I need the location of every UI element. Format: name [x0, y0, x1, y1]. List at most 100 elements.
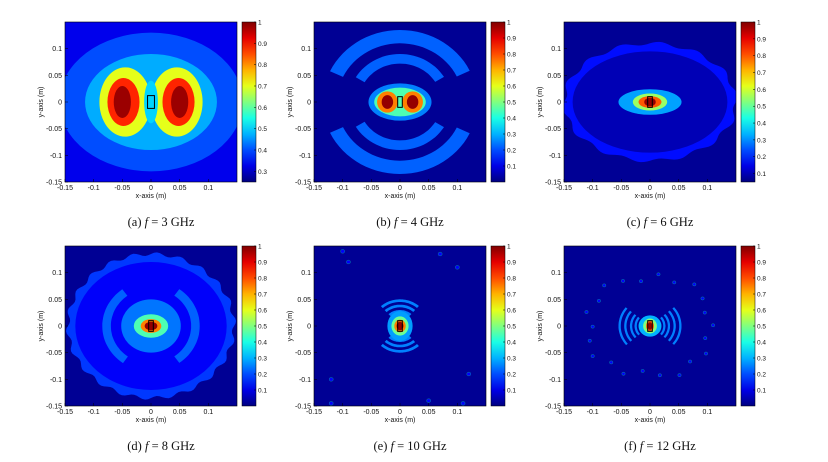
caption-variable: f	[644, 215, 649, 229]
field-region	[647, 322, 653, 330]
caption-label: (b)	[376, 215, 394, 229]
field-speckle	[656, 272, 661, 277]
x-axis-title: x-axis (m)	[385, 193, 416, 200]
object-outline	[647, 320, 653, 332]
y-tick-label: 0.05	[547, 73, 561, 80]
x-tick-label: 0.05	[422, 185, 436, 192]
colorbar-tick-label: 0.5	[258, 324, 267, 331]
field-region	[144, 321, 158, 331]
field-speckle	[460, 401, 466, 406]
field-arc	[102, 289, 128, 364]
field-speckle	[590, 324, 595, 329]
colorbar-tick-label: 1	[258, 20, 262, 27]
y-tick-label: -0.15	[295, 404, 311, 411]
field-speckle	[621, 371, 626, 376]
x-tick-label: -0.05	[613, 185, 629, 192]
field-lobe-right	[171, 86, 189, 118]
field-speckle	[455, 265, 460, 270]
colorbar-tick-label: 0.5	[757, 324, 766, 331]
x-tick-label: 0.1	[452, 409, 462, 416]
field-arc	[384, 304, 416, 313]
field-speckle	[704, 351, 708, 356]
x-tick-label: -0.15	[556, 185, 572, 192]
x-tick-label: 0	[648, 185, 652, 192]
field-map	[65, 22, 237, 182]
field-region	[396, 321, 404, 331]
x-axis-title: x-axis (m)	[635, 193, 666, 200]
colorbar-tick-label: 0.7	[507, 68, 516, 75]
colorbar-tick-label: 0.7	[507, 292, 516, 299]
x-tick-label: -0.15	[57, 409, 73, 416]
panels-layer: -0.15 -0.1 -0.05 0 0.05 0.1 0.1 0.05 0 -0.05 -0.1 -…	[38, 20, 766, 454]
y-axis-title: y-axis (m)	[287, 87, 294, 118]
caption-variable: f	[145, 439, 150, 453]
colorbar	[740, 21, 756, 183]
y-tick-label: 0.1	[301, 46, 311, 53]
colorbar-tick-label: 1	[757, 20, 761, 27]
field-arc	[672, 307, 682, 345]
x-tick-label: -0.05	[114, 409, 130, 416]
colorbar-tick-label: 0.8	[757, 276, 766, 283]
colorbar-tick-label: 0.6	[258, 308, 267, 315]
colorbar-tick-label: 0.8	[258, 276, 267, 283]
panel-a: -0.15 -0.1 -0.05 0 0.05 0.1 0.1 0.05 0 -0.05 -0.1 -…	[38, 20, 267, 230]
field-arc	[380, 299, 419, 309]
panel-caption: (e) f = 10 GHz	[373, 439, 446, 453]
field-speckle	[328, 401, 334, 406]
field-arc	[388, 335, 412, 342]
y-tick-label: 0.1	[551, 270, 561, 277]
x-tick-label: 0	[398, 185, 402, 192]
field-arc	[355, 54, 444, 83]
colorbar	[241, 245, 257, 407]
colorbar-tick-label: 0.9	[258, 260, 267, 267]
y-tick-label: 0.1	[551, 46, 561, 53]
x-axis-title: x-axis (m)	[136, 193, 167, 200]
colorbar-tick-label: 0.1	[757, 388, 766, 395]
caption-frequency: = 3 GHz	[148, 215, 195, 229]
colorbar-tick-label: 0.3	[757, 137, 766, 144]
field-speckle	[328, 377, 334, 382]
y-tick-label: -0.1	[50, 377, 62, 384]
field-arc	[663, 314, 671, 338]
x-tick-label: 0.05	[672, 409, 686, 416]
field-speckle	[711, 323, 715, 328]
field-speckle	[587, 338, 592, 343]
panel-b: -0.15 -0.1 -0.05 0 0.05 0.1 0.1 0.05 0 -0.05 -0.1 -…	[287, 20, 516, 230]
colorbar-tick-label: 0.8	[757, 53, 766, 60]
y-tick-label: 0.1	[52, 270, 62, 277]
x-tick-label: 0	[149, 185, 153, 192]
caption-label: (e)	[373, 439, 390, 453]
field-speckle	[700, 296, 705, 301]
colorbar-tick-label: 0.6	[507, 308, 516, 315]
y-axis-title: y-axis (m)	[38, 311, 45, 342]
field-speckle	[466, 371, 472, 377]
field-arc	[380, 343, 419, 353]
x-tick-label: 0	[648, 409, 652, 416]
y-tick-label: -0.05	[46, 350, 62, 357]
colorbar-tick-label: 0.8	[507, 52, 516, 59]
colorbar-tick-label: 0.7	[258, 292, 267, 299]
field-speckle	[688, 359, 692, 364]
y-tick-label: -0.15	[46, 404, 62, 411]
object-outline	[647, 96, 653, 108]
field-arc	[330, 30, 470, 77]
colorbar-tick-label: 0.4	[258, 148, 267, 155]
field-arc	[629, 314, 637, 339]
colorbar-tick-label: 1	[507, 20, 511, 27]
colorbar-tick-label: 0.4	[757, 121, 766, 128]
colorbar-tick-label: 0.9	[507, 36, 516, 43]
colorbar	[490, 245, 506, 407]
y-tick-label: -0.05	[295, 126, 311, 133]
field-region	[644, 97, 656, 107]
field-arc	[634, 316, 640, 336]
caption-frequency: = 10 GHz	[394, 439, 447, 453]
caption-variable: f	[390, 439, 395, 453]
x-tick-label: -0.1	[88, 185, 100, 192]
caption-frequency: = 12 GHz	[643, 439, 696, 453]
y-axis-title: y-axis (m)	[287, 311, 294, 342]
field-speckle	[657, 373, 662, 378]
object-outline	[148, 320, 154, 332]
y-tick-label: -0.1	[549, 153, 561, 160]
field-speckle	[702, 310, 707, 315]
